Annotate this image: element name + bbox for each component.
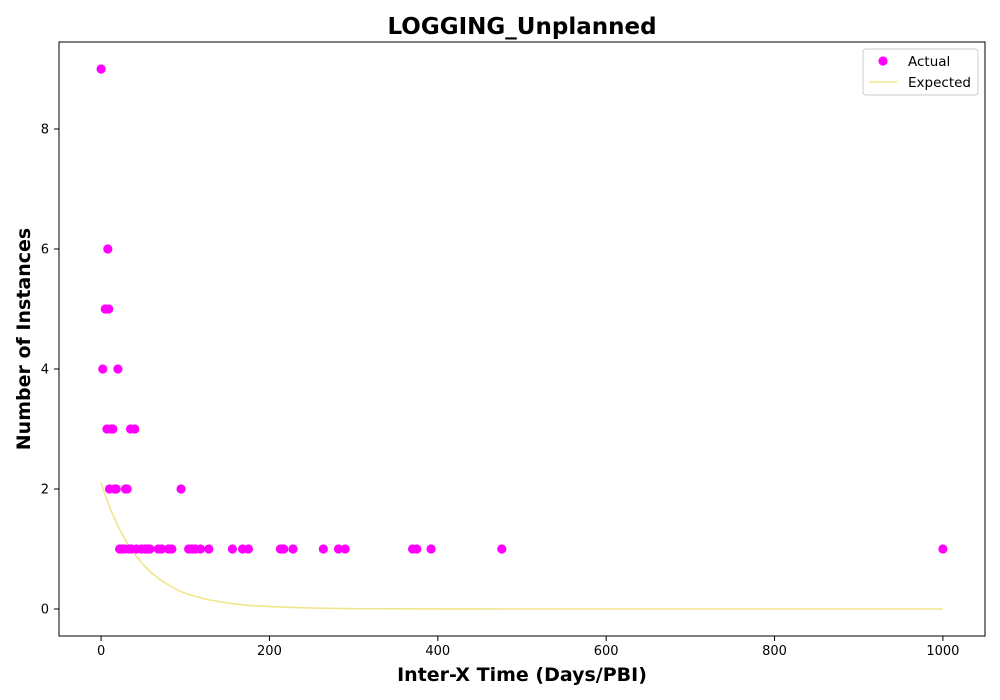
y-tick-label: 6 bbox=[41, 243, 49, 258]
actual-point bbox=[103, 244, 113, 254]
actual-point bbox=[938, 544, 948, 554]
actual-point bbox=[157, 544, 167, 554]
y-axis: 0 2 4 6 8 bbox=[41, 123, 59, 618]
actual-point bbox=[130, 424, 140, 434]
x-tick-label: 400 bbox=[425, 644, 450, 659]
x-tick-label: 800 bbox=[762, 644, 787, 659]
x-tick-label: 200 bbox=[257, 644, 282, 659]
y-tick-label: 0 bbox=[41, 603, 49, 618]
actual-point bbox=[227, 544, 238, 554]
x-tick-label: 0 bbox=[97, 644, 105, 659]
legend-box bbox=[862, 48, 979, 96]
legend-marker-actual bbox=[878, 56, 888, 66]
x-tick-label: 600 bbox=[594, 644, 619, 659]
actual-point bbox=[279, 544, 289, 554]
actual-point bbox=[145, 544, 155, 554]
actual-point bbox=[204, 544, 214, 554]
y-tick-label: 2 bbox=[41, 483, 49, 498]
actual-point bbox=[333, 544, 344, 554]
actual-point bbox=[243, 544, 254, 554]
actual-point bbox=[98, 364, 108, 374]
actual-point bbox=[340, 544, 350, 554]
y-tick-label: 8 bbox=[41, 123, 49, 138]
legend-label: Expected bbox=[908, 75, 971, 91]
plot-area bbox=[58, 41, 986, 637]
x-axis-label: Inter-X Time (Days/PBI) bbox=[397, 664, 647, 686]
y-axis-label: Number of Instances bbox=[13, 228, 35, 450]
actual-point bbox=[288, 544, 298, 554]
expected-line bbox=[100, 482, 943, 610]
legend-label: Actual bbox=[908, 54, 950, 70]
actual-point bbox=[318, 544, 328, 554]
actual-point bbox=[104, 304, 114, 314]
plot-frame bbox=[58, 41, 986, 637]
actual-point bbox=[412, 544, 422, 554]
x-axis: 0 200 400 600 800 1000 bbox=[97, 636, 959, 659]
actual-point bbox=[96, 64, 106, 74]
actual-point bbox=[426, 544, 436, 554]
legend: Actual Expected bbox=[862, 48, 979, 96]
actual-point bbox=[167, 544, 177, 554]
actual-point bbox=[108, 424, 118, 434]
x-tick-label: 1000 bbox=[926, 644, 959, 659]
actual-point bbox=[176, 484, 186, 494]
actual-point bbox=[113, 364, 123, 374]
chart-title: LOGGING_Unplanned bbox=[387, 14, 656, 40]
y-tick-label: 4 bbox=[41, 363, 49, 378]
actual-point bbox=[497, 544, 507, 554]
actual-point bbox=[195, 544, 206, 554]
actual-point bbox=[111, 484, 121, 494]
actual-point bbox=[122, 484, 132, 494]
